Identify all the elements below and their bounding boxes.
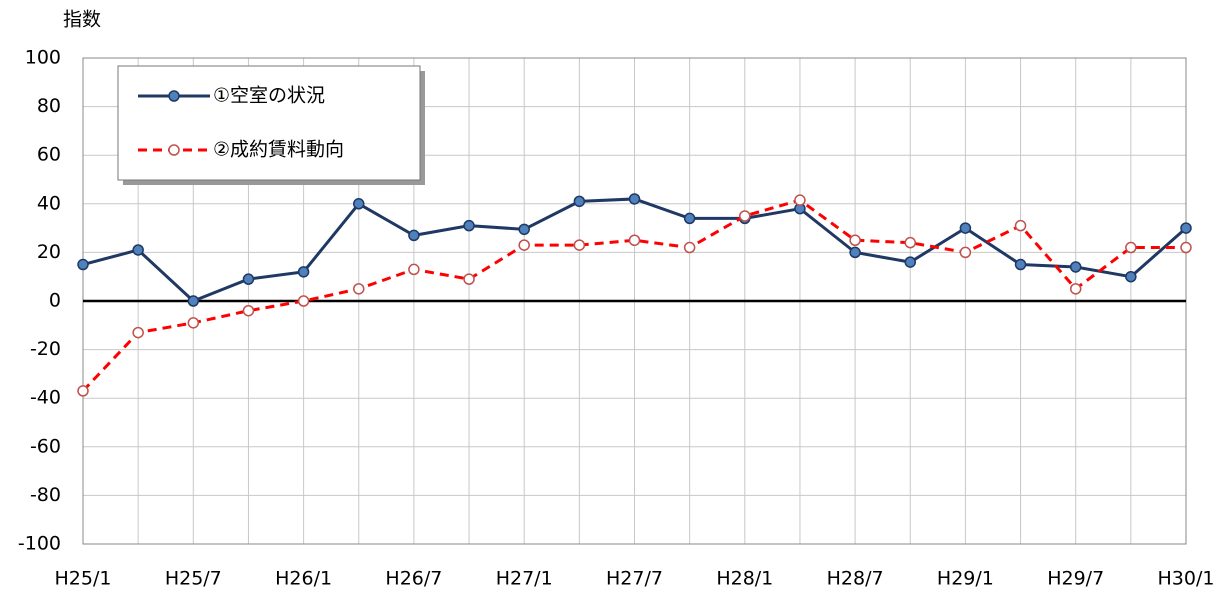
data-point xyxy=(683,241,696,254)
y-tick-label: -100 xyxy=(18,533,61,555)
data-point xyxy=(297,295,310,307)
data-point xyxy=(463,273,475,285)
data-point xyxy=(1125,270,1137,283)
data-point xyxy=(353,198,365,210)
y-tick-label: -40 xyxy=(30,387,61,409)
data-point xyxy=(408,263,420,276)
y-tick-label: -60 xyxy=(30,435,61,457)
x-tick-label: H25/7 xyxy=(165,568,222,589)
legend-label: ②成約賃料動向 xyxy=(213,139,344,161)
data-point xyxy=(904,256,916,268)
x-tick-label: H29/7 xyxy=(1047,568,1104,589)
data-point xyxy=(132,326,144,339)
data-point xyxy=(739,210,751,222)
y-tick-label: 0 xyxy=(49,290,61,312)
data-point xyxy=(904,236,916,249)
data-point xyxy=(849,234,861,246)
legend xyxy=(117,65,421,181)
data-point xyxy=(849,246,861,259)
data-point xyxy=(1180,241,1192,254)
x-tick-label: H27/1 xyxy=(496,568,553,589)
y-tick-label: -20 xyxy=(30,338,61,360)
y-tick-label: 60 xyxy=(37,144,61,166)
x-tick-label: H26/1 xyxy=(275,568,332,589)
data-point xyxy=(187,295,200,307)
x-tick-label: H28/1 xyxy=(716,568,773,589)
data-point xyxy=(242,273,255,285)
data-point xyxy=(297,266,310,278)
legend-marker xyxy=(168,144,180,156)
x-tick-label: H28/7 xyxy=(827,568,884,589)
y-tick-label: 40 xyxy=(37,192,61,214)
data-point xyxy=(683,212,696,225)
data-point xyxy=(628,193,641,205)
data-point xyxy=(628,234,641,246)
data-point xyxy=(463,219,475,232)
data-point xyxy=(794,194,806,206)
x-tick-label: H26/7 xyxy=(385,568,442,589)
y-tick-label: 100 xyxy=(25,47,61,69)
legend-marker xyxy=(168,90,180,102)
data-point xyxy=(77,385,89,397)
x-tick-label: H25/1 xyxy=(55,568,112,589)
data-point xyxy=(1180,222,1192,234)
data-point xyxy=(1069,283,1082,295)
series-line xyxy=(81,198,1186,392)
legend-label: ①空室の状況 xyxy=(213,85,325,107)
data-point xyxy=(959,222,972,234)
y-tick-label: 20 xyxy=(37,241,61,263)
x-tick-label: H29/1 xyxy=(937,568,994,589)
data-point xyxy=(1014,219,1027,232)
data-point xyxy=(573,239,586,251)
x-tick-label: H27/7 xyxy=(606,568,663,589)
data-point xyxy=(959,246,972,259)
data-point xyxy=(132,244,144,256)
data-point xyxy=(1125,241,1137,254)
y-axis-label: 指数 xyxy=(63,9,101,31)
data-point xyxy=(242,304,255,317)
y-tick-label: 80 xyxy=(37,95,61,117)
data-point xyxy=(518,239,530,251)
y-tick-label: -80 xyxy=(30,484,61,506)
data-point xyxy=(573,195,586,208)
data-point xyxy=(518,223,530,236)
data-point xyxy=(353,283,365,295)
x-tick-label: H30/1 xyxy=(1158,568,1215,589)
data-point xyxy=(1014,258,1027,271)
data-point xyxy=(1069,261,1082,273)
data-point xyxy=(408,229,420,242)
data-point xyxy=(187,317,200,329)
data-point xyxy=(77,258,89,271)
